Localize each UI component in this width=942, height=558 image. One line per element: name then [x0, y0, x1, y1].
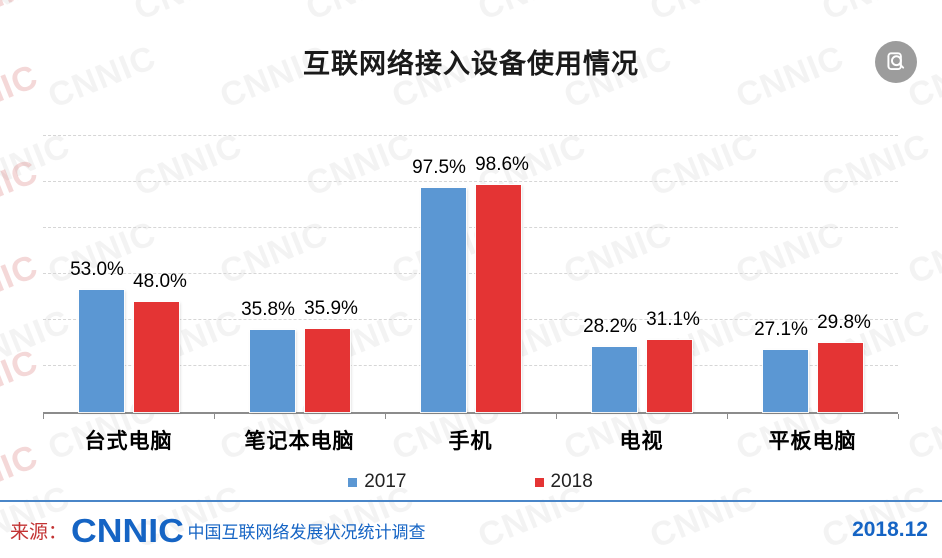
gridline-60: [43, 273, 898, 274]
category-label-1: 笔记本电脑: [244, 430, 355, 453]
source-label: 来源：: [10, 521, 68, 543]
bar-group-2: 97.5% 98.6% 手机: [385, 130, 556, 453]
bar-2018-1: [304, 329, 350, 412]
category-label-4: 平板电脑: [768, 430, 857, 453]
watermark-text: CNNIC: [902, 214, 942, 292]
category-label-0: 台式电脑: [84, 430, 173, 453]
bar-2017-4: [762, 349, 808, 412]
gridline-20: [43, 365, 898, 366]
value-label-2017-2: 97.5%: [412, 156, 466, 178]
value-label-2018-1: 35.9%: [304, 298, 358, 320]
gridline-80: [43, 227, 898, 228]
watermark-text: CNNIC: [817, 0, 936, 29]
bar-group-3: 28.2% 31.1% 电视: [556, 130, 727, 453]
value-label-2018-3: 31.1%: [646, 309, 700, 331]
source-text: 中国互联网络发展状况统计调查: [187, 522, 426, 542]
category-label-3: 电视: [619, 430, 664, 453]
bar-2018-2: [475, 185, 521, 412]
report-date: 2018.12: [852, 518, 928, 541]
chart-title: 互联网络接入设备使用情况: [303, 49, 639, 79]
watermark-text-pink: CNNIC: [0, 342, 44, 420]
watermark-text: CNNIC: [301, 0, 420, 29]
bar-2018-3: [646, 340, 692, 412]
watermark-text: CNNIC: [0, 0, 76, 29]
plot-area: 53.0% 48.0% 台式电脑 35.8% 35.9% 笔记本电脑 97.5% 98.6% 手…: [43, 130, 899, 453]
watermark-text-pink: CNNIC: [0, 0, 44, 40]
gridline-40: [43, 319, 898, 320]
x-axis-tick: [385, 414, 386, 419]
value-label-2017-4: 27.1%: [754, 318, 808, 340]
magnifier-icon: [883, 49, 909, 75]
bar-2017-1: [249, 329, 295, 412]
bar-group-0: 53.0% 48.0% 台式电脑: [43, 130, 214, 453]
value-label-2018-0: 48.0%: [133, 270, 187, 292]
legend-label-2018: 2018: [550, 471, 593, 492]
bar-2018-4: [817, 343, 863, 412]
x-axis-tick: [898, 414, 899, 419]
gridline-100: [43, 181, 898, 182]
value-label-2018-2: 98.6%: [475, 154, 529, 176]
gridline-120: [43, 135, 898, 136]
zoom-preview-button[interactable]: [875, 41, 917, 83]
x-axis-tick: [214, 414, 215, 419]
legend-swatch-2017: [348, 477, 358, 487]
legend-swatch-2018: [534, 477, 544, 487]
watermark-text-pink: CNNIC: [0, 152, 44, 230]
watermark-text: CNNIC: [902, 390, 942, 468]
bar-2017-0: [78, 290, 124, 412]
x-axis-tick: [43, 414, 44, 419]
watermark-text: CNNIC: [473, 0, 592, 29]
watermark-text-pink: CNNIC: [0, 247, 44, 325]
watermark-text: CNNIC: [645, 0, 764, 29]
category-label-2: 手机: [448, 430, 493, 453]
value-label-2017-3: 28.2%: [583, 316, 637, 338]
x-axis-line: [43, 412, 898, 414]
bar-group-4: 27.1% 29.8% 平板电脑: [727, 130, 898, 453]
value-label-2018-4: 29.8%: [817, 312, 871, 334]
x-axis-tick: [727, 414, 728, 419]
x-axis-tick: [556, 414, 557, 419]
footer-divider: [0, 500, 942, 502]
bar-group-1: 35.8% 35.9% 笔记本电脑: [214, 130, 385, 453]
bar-2018-0: [133, 301, 179, 412]
legend: 2017 2018: [43, 471, 898, 493]
legend-item-2018: 2018: [534, 471, 593, 493]
value-label-2017-0: 53.0%: [70, 259, 124, 281]
bar-2017-3: [591, 347, 637, 412]
cnnic-logo: CNNIC: [71, 511, 184, 549]
watermark-text: CNNIC: [129, 0, 248, 29]
legend-label-2017: 2017: [364, 471, 407, 492]
value-label-2017-1: 35.8%: [241, 298, 295, 320]
footer: 来源： CNNIC 中国互联网络发展状况统计调查 2018.12: [0, 502, 942, 558]
legend-item-2017: 2017: [348, 471, 407, 493]
bar-2017-2: [420, 187, 466, 412]
